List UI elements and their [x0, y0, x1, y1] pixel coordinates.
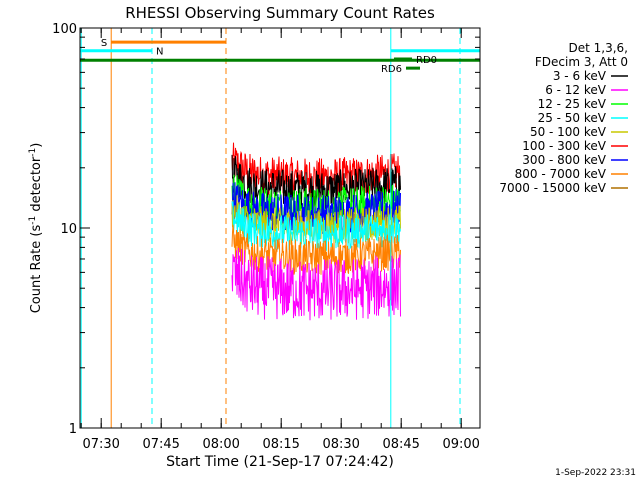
- series-trace: [231, 201, 401, 253]
- x-tick-label: 09:00: [442, 437, 479, 452]
- plot-series: [231, 142, 401, 321]
- timestamp: 1-Sep-2022 23:31: [555, 468, 636, 478]
- y-axis-label-end: ): [29, 143, 44, 148]
- legend-label: 3 - 6 keV: [553, 69, 607, 83]
- chart-title: RHESSI Observing Summary Count Rates: [125, 4, 435, 22]
- legend-header-2: FDecim 3, Att 0: [535, 55, 628, 69]
- series-6-12-kev: [231, 247, 401, 321]
- x-tick-label: 07:30: [82, 437, 119, 452]
- y-axis-label-sup1: -1: [28, 216, 38, 225]
- y-tick-label: 1: [69, 422, 77, 437]
- x-tick-label: 08:15: [262, 437, 299, 452]
- x-axis: 07:30 07:45 08:00 08:15 08:30 08:45 09:00: [80, 28, 480, 452]
- series-800-7000-kev: [231, 224, 401, 275]
- legend-label: 25 - 50 keV: [538, 111, 607, 125]
- y-tick-label: 10: [60, 222, 77, 237]
- legend-label: 100 - 300 keV: [522, 139, 606, 153]
- y-axis: 1 10 100: [52, 22, 480, 437]
- series-25-50-kev: [231, 201, 401, 253]
- legend-label: 12 - 25 keV: [538, 97, 607, 111]
- x-tick-label: 08:45: [382, 437, 419, 452]
- x-axis-label: Start Time (21-Sep-17 07:24:42): [166, 454, 394, 470]
- y-axis-label: Count Rate (s-1 detector-1): [28, 143, 44, 314]
- series-trace: [231, 247, 401, 321]
- legend-header-1: Det 1,3,6,: [569, 41, 629, 55]
- marker-label-rd6: RD6: [381, 64, 402, 75]
- x-tick-label: 08:30: [322, 437, 359, 452]
- marker-label-rd0: RD0: [416, 55, 437, 66]
- legend-label: 800 - 7000 keV: [515, 167, 607, 181]
- legend-label: 50 - 100 keV: [530, 125, 607, 139]
- legend-label: 300 - 800 keV: [522, 153, 606, 167]
- x-tick-label: 08:00: [202, 437, 239, 452]
- legend-label: 6 - 12 keV: [545, 83, 607, 97]
- y-axis-label-mid: detector: [29, 156, 44, 216]
- y-tick-label: 100: [52, 22, 77, 37]
- y-axis-label-main: Count Rate (s: [29, 225, 44, 314]
- y-axis-label-sup2: -1: [28, 148, 38, 157]
- series-trace: [231, 224, 401, 275]
- legend-label: 7000 - 15000 keV: [499, 181, 606, 195]
- marker-label-n: N: [156, 47, 163, 58]
- x-tick-label: 07:45: [142, 437, 179, 452]
- marker-label-s: S: [101, 38, 107, 49]
- plot-markers: S N RD0 RD6: [80, 28, 480, 428]
